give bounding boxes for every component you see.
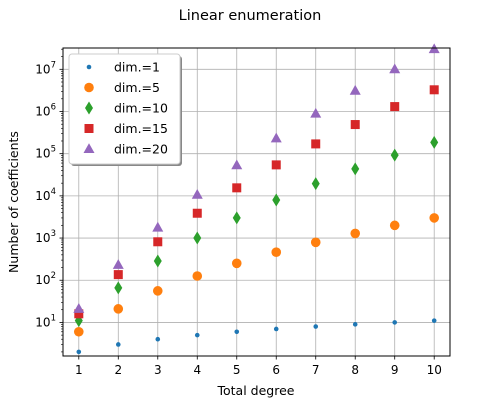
data-point [272,193,281,207]
data-point [311,139,321,149]
data-point [429,85,439,95]
series-3 [74,135,439,328]
axis-ticks: 1 2 3 4 5 6 7 8 9 10 101 102 103 104 105 106 107 [35,48,442,377]
legend-marker [84,82,94,93]
data-point [73,326,84,337]
x-tick-label: 4 [193,363,201,377]
data-point [352,322,358,327]
data-point [194,332,200,338]
data-point [234,329,240,335]
series-1 [76,318,437,355]
x-tick-label: 2 [114,363,122,377]
data-point [271,247,282,258]
data-point [153,254,162,268]
legend-label: dim.=20 [114,142,168,157]
series-4 [74,85,439,319]
data-point [153,237,163,247]
data-point [112,259,124,269]
data-point [349,84,361,95]
data-point [152,286,163,296]
legend: dim.=1 dim.=5 dim.=10 dim.=15 dim.=20 [68,53,182,166]
x-tick-label: 3 [154,363,162,377]
legend-marker [85,101,93,115]
data-point [429,213,440,223]
y-tick-label: 105 [35,145,56,161]
data-point [310,237,321,248]
data-point [350,120,360,130]
y-axis-label: Number of coefficients [6,131,21,273]
data-point [310,107,322,118]
data-point [273,326,279,332]
data-point [270,132,282,143]
y-tick-label: 107 [35,60,56,76]
data-point [351,162,360,176]
legend-label: dim.=15 [114,121,168,136]
data-point [232,211,241,225]
data-point [392,320,398,325]
data-point [192,208,202,218]
x-tick-label: 6 [272,363,280,377]
y-tick-label: 103 [35,229,56,245]
data-point [271,160,281,170]
data-point [73,303,85,313]
data-point [155,336,161,342]
legend-box [68,53,181,165]
data-point [390,148,399,162]
data-point [431,318,437,323]
data-point [311,177,320,191]
y-tick-label: 106 [35,102,56,118]
legend-label: dim.=1 [114,60,160,75]
x-axis-label: Total degree [217,383,295,398]
data-point [231,258,242,269]
legend-marker [86,64,92,70]
legend-label: dim.=5 [114,80,160,95]
data-point [191,188,203,199]
data-point [231,159,243,170]
x-tick-label: 10 [427,363,442,377]
y-tick-label: 104 [35,187,56,203]
data-point [115,342,121,347]
legend-marker [84,124,94,133]
data-marks [73,43,440,355]
legend-marker [83,143,95,153]
data-point [350,228,361,239]
data-point [313,324,319,329]
x-tick-label: 7 [312,363,320,377]
series-2 [73,213,440,337]
data-point [113,304,124,314]
x-tick-label: 9 [391,363,399,377]
x-tick-label: 1 [75,363,83,377]
y-tick-label: 102 [35,271,56,287]
data-point [113,270,123,280]
plot-frame [62,47,451,357]
chart-title: Linear enumeration [179,8,322,24]
data-point [390,102,400,112]
x-tick-label: 5 [233,363,241,377]
legend-label: dim.=10 [114,101,168,116]
data-point [192,271,203,281]
data-point [389,220,400,231]
y-tick-label: 101 [35,313,56,329]
data-point [152,221,164,232]
data-point [389,63,401,74]
data-point [74,309,84,319]
data-point [76,349,82,355]
data-point [193,231,202,245]
x-tick-label: 8 [351,363,359,377]
data-point [114,281,123,295]
data-point [232,183,242,193]
data-point [430,135,439,149]
